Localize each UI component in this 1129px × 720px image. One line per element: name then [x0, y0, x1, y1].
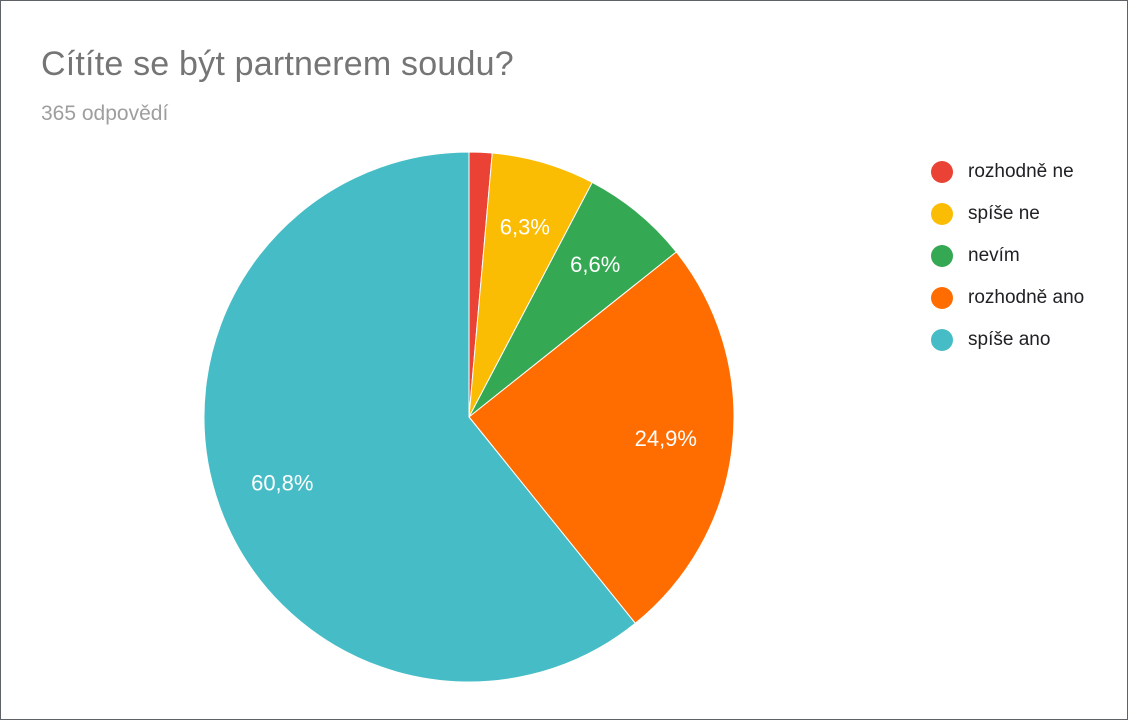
- slice-label-rozhodne-ano: 24,9%: [635, 426, 697, 451]
- legend-item-nevim[interactable]: nevím: [931, 235, 1084, 277]
- slice-label-spise-ano: 60,8%: [251, 470, 313, 495]
- legend: rozhodně ne spíše ne nevím rozhodně ano spíš…: [931, 151, 1084, 361]
- legend-item-rozhodne-ano[interactable]: rozhodně ano: [931, 277, 1084, 319]
- legend-swatch: [931, 245, 953, 267]
- slice-label-nevim: 6,6%: [570, 252, 620, 277]
- legend-label: rozhodně ne: [968, 161, 1074, 182]
- legend-item-spise-ano[interactable]: spíše ano: [931, 319, 1084, 361]
- legend-item-rozhodne-ne[interactable]: rozhodně ne: [931, 151, 1084, 193]
- legend-label: spíše ne: [968, 203, 1040, 224]
- legend-swatch: [931, 161, 953, 183]
- pie-slice-rozhodne-ano[interactable]: [468, 251, 735, 624]
- slice-label-spise-ne: 6,3%: [500, 215, 550, 240]
- pie-labels: 6,3% 6,6% 24,9% 60,8%: [251, 215, 697, 496]
- pie-slice-nevim[interactable]: [468, 181, 678, 418]
- legend-label: rozhodně ano: [968, 287, 1085, 308]
- chart-title: Cítíte se být partnerem soudu?: [41, 45, 514, 83]
- legend-swatch: [931, 287, 953, 309]
- legend-label: spíše ano: [968, 329, 1051, 350]
- pie-slices: [203, 151, 735, 683]
- legend-label: nevím: [968, 245, 1020, 266]
- legend-item-spise-ne[interactable]: spíše ne: [931, 193, 1084, 235]
- legend-swatch: [931, 203, 953, 225]
- response-count: 365 odpovědí: [41, 102, 169, 125]
- legend-swatch: [931, 329, 953, 351]
- pie-slice-spise-ano[interactable]: [203, 151, 637, 683]
